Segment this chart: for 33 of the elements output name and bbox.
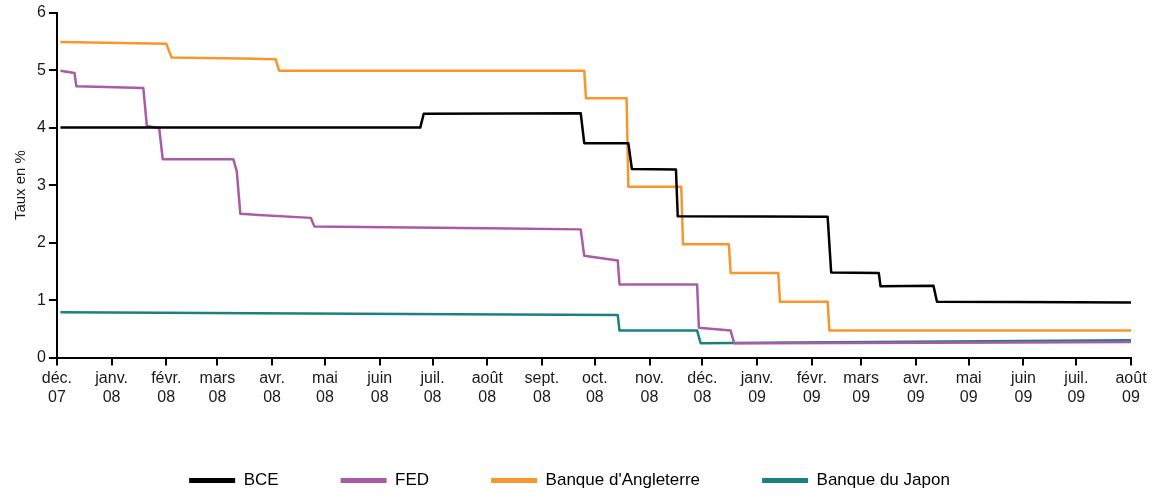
y-tick-label: 6 (36, 3, 46, 21)
x-tick-label: mai 08 (312, 368, 338, 405)
y-tick-label: 4 (36, 118, 46, 136)
legend-label: Banque d'Angleterre (545, 470, 701, 490)
x-tick-label: juil. 09 (1063, 368, 1089, 405)
y-tick-label: 5 (36, 60, 46, 78)
x-tick-label: mai 09 (955, 368, 982, 405)
legend-label: BCE (243, 470, 279, 490)
x-tick-label: juin 09 (1009, 368, 1036, 405)
x-tick-label: août 08 (471, 368, 504, 405)
y-axis-title: Taux en % (11, 150, 29, 221)
x-tick-label: mars 08 (199, 368, 236, 405)
legend-label: FED (395, 470, 430, 490)
x-tick-label: oct. 08 (581, 368, 608, 405)
y-tick-label: 1 (36, 290, 46, 308)
legend-label: Banque du Japon (816, 470, 950, 490)
x-tick-label: juil. 08 (419, 368, 445, 405)
x-tick-label: févr. 08 (151, 368, 182, 405)
x-tick-label: déc. 08 (687, 368, 718, 405)
x-tick-label: avr. 09 (902, 368, 929, 405)
x-tick-label: juin 08 (366, 368, 393, 405)
y-tick-label: 2 (36, 233, 46, 251)
x-tick-label: août 09 (1115, 368, 1148, 405)
y-tick-label: 0 (36, 348, 46, 366)
x-tick-label: mars 09 (843, 368, 879, 405)
x-tick-label: janv. 09 (739, 368, 774, 405)
y-tick-label: 3 (36, 175, 46, 193)
x-tick-label: nov. 08 (634, 368, 665, 405)
x-tick-label: sept. 08 (524, 368, 560, 405)
x-tick-label: févr. 09 (796, 368, 827, 405)
x-tick-label: janv. 08 (94, 368, 128, 405)
x-tick-label: déc. 07 (41, 368, 73, 405)
x-tick-label: avr. 08 (259, 368, 285, 405)
